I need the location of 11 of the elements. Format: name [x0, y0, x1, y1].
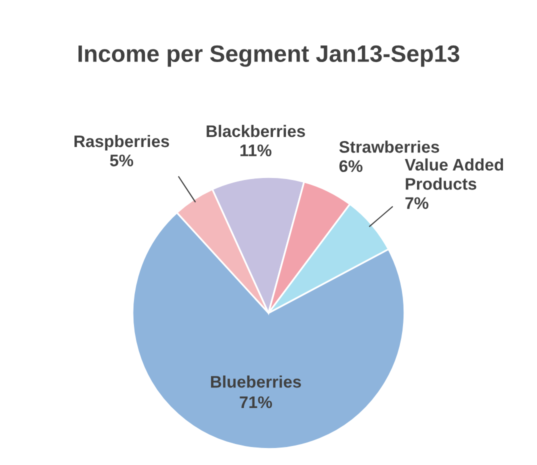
data-label: 6%: [339, 160, 362, 172]
slice-label: Value Added Products: [404, 158, 504, 190]
slice-label: Blackberries: [206, 124, 305, 138]
slice-label: Blueberries: [211, 375, 301, 388]
chart-title: Income per Segment Jan13-Sep13: [78, 45, 460, 67]
slice-label: Raspberries: [74, 134, 170, 151]
data-label: 5%: [110, 154, 134, 166]
data-label: 11%: [240, 144, 272, 156]
data-label: 71%: [240, 396, 272, 408]
slice-label: Strawberries: [339, 140, 440, 153]
data-label: 7%: [405, 197, 428, 209]
